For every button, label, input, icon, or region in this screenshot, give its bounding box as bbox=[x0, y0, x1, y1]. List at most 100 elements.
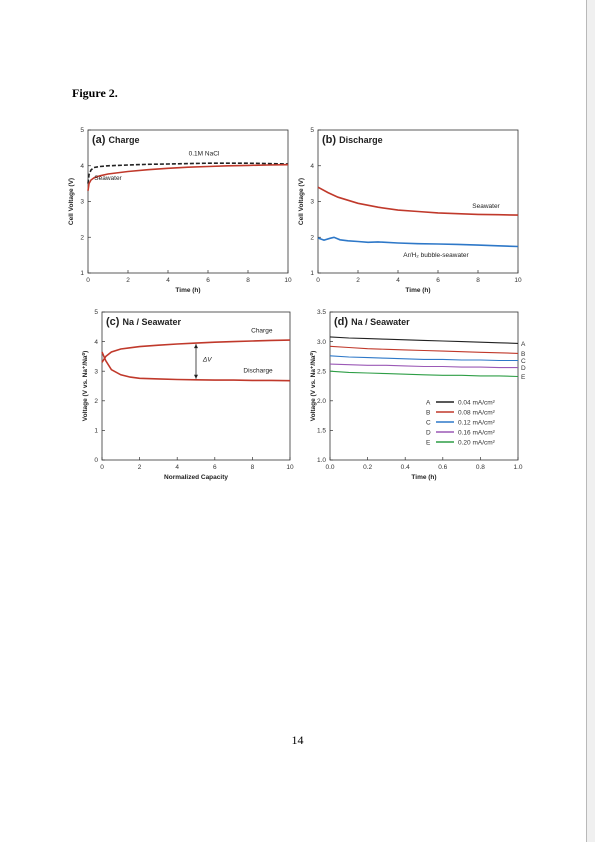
panel-title: (c) Na / Seawater bbox=[106, 316, 182, 328]
chart-panel-c: 0 2 4 6 8 10 0 1 2 3 4 5 Normalized Capacity Voltage … bbox=[81, 309, 294, 481]
x-tick-label: 6 bbox=[436, 277, 440, 284]
annotation: ΔV bbox=[202, 356, 212, 363]
y-axis-label: Voltage (V vs. Na⁺/Na⁰) bbox=[309, 351, 317, 422]
delta-v-arrowhead-top bbox=[194, 344, 198, 349]
y-tick-label: 1 bbox=[80, 270, 84, 277]
x-axis-label: Time (h) bbox=[411, 474, 436, 481]
y-tick-label: 5 bbox=[80, 127, 84, 134]
annotation: Seawater bbox=[94, 175, 122, 182]
legend-letter: B bbox=[426, 410, 430, 417]
annotation: Charge bbox=[251, 328, 273, 335]
annotation: 0.1M NaCl bbox=[189, 151, 220, 158]
legend-letter: E bbox=[426, 440, 431, 447]
legend-entry: 0.08 mA/cm² bbox=[458, 410, 496, 417]
series-line-c-0 bbox=[101, 339, 291, 363]
panel-title-text: Na / Seawater bbox=[351, 317, 410, 327]
y-tick-label: 2 bbox=[94, 398, 98, 405]
y-tick-label: 1.0 bbox=[317, 457, 326, 464]
x-tick-label: 0.2 bbox=[363, 464, 372, 471]
series-letter: D bbox=[521, 365, 526, 372]
x-tick-label: 4 bbox=[396, 277, 400, 284]
series-line-b-0 bbox=[317, 186, 519, 216]
legend-entry: 0.20 mA/cm² bbox=[458, 440, 496, 447]
x-tick-label: 10 bbox=[514, 277, 522, 284]
panel-title-text: Charge bbox=[109, 135, 140, 145]
series-line-b-1 bbox=[317, 236, 519, 248]
panel-title-text: Discharge bbox=[339, 135, 383, 145]
y-tick-label: 3 bbox=[94, 368, 98, 375]
legend-entry: 0.16 mA/cm² bbox=[458, 430, 496, 437]
panel-title: (a) Charge bbox=[92, 134, 140, 146]
y-tick-label: 2.0 bbox=[317, 398, 326, 405]
delta-v-arrowhead-bottom bbox=[194, 374, 198, 379]
y-tick-label: 2 bbox=[310, 234, 314, 241]
y-tick-label: 5 bbox=[310, 127, 314, 134]
x-tick-label: 0.8 bbox=[476, 464, 485, 471]
annotation: Ar/H₂ bubble-seawater bbox=[403, 252, 469, 259]
series-letter: B bbox=[521, 351, 525, 358]
x-axis-label: Normalized Capacity bbox=[164, 474, 228, 481]
panel-label: (a) bbox=[92, 134, 109, 146]
legend-letter: D bbox=[426, 430, 431, 437]
x-tick-label: 0.4 bbox=[401, 464, 410, 471]
x-tick-label: 0.6 bbox=[438, 464, 447, 471]
panel-title: (d) Na / Seawater bbox=[334, 316, 410, 328]
annotation: Discharge bbox=[243, 368, 273, 375]
panel-label: (d) bbox=[334, 316, 351, 328]
x-tick-label: 2 bbox=[138, 464, 142, 471]
y-axis-label: Voltage (V vs. Na⁺/Na⁰) bbox=[81, 351, 89, 422]
y-tick-label: 3 bbox=[80, 199, 84, 206]
panel-title-text: Na / Seawater bbox=[123, 317, 182, 327]
series-line-d-3 bbox=[329, 363, 518, 369]
x-tick-label: 8 bbox=[246, 277, 250, 284]
y-tick-label: 4 bbox=[94, 339, 98, 346]
series-line-c-1 bbox=[101, 351, 291, 382]
x-tick-label: 8 bbox=[251, 464, 255, 471]
x-tick-label: 8 bbox=[476, 277, 480, 284]
x-tick-label: 6 bbox=[206, 277, 210, 284]
legend-letter: C bbox=[426, 420, 431, 427]
y-tick-label: 3.0 bbox=[317, 339, 326, 346]
x-tick-label: 2 bbox=[356, 277, 360, 284]
page-number: 14 bbox=[291, 733, 304, 747]
series-letter: A bbox=[521, 341, 526, 348]
y-tick-label: 5 bbox=[94, 309, 98, 316]
x-tick-label: 4 bbox=[166, 277, 170, 284]
y-tick-label: 1.5 bbox=[317, 428, 326, 435]
series-line-a-0 bbox=[87, 162, 289, 184]
x-tick-label: 10 bbox=[286, 464, 294, 471]
x-tick-label: 10 bbox=[284, 277, 292, 284]
panel-label: (c) bbox=[106, 316, 123, 328]
legend-entry: 0.04 mA/cm² bbox=[458, 400, 496, 407]
x-tick-label: 0 bbox=[316, 277, 320, 284]
series-letter: C bbox=[521, 358, 526, 365]
legend-letter: A bbox=[426, 400, 431, 407]
page-edge bbox=[586, 0, 595, 842]
y-tick-label: 2 bbox=[80, 234, 84, 241]
plot-frame bbox=[329, 311, 519, 461]
x-tick-label: 1.0 bbox=[513, 464, 522, 471]
legend-entry: 0.12 mA/cm² bbox=[458, 420, 496, 427]
x-tick-label: 0 bbox=[86, 277, 90, 284]
chart-panel-d: 0.0 0.2 0.4 0.6 0.8 1.0 1.0 1.5 2.0 2.5 3.0 3.5 Time… bbox=[309, 309, 526, 481]
y-axis-label: Cell Voltage (V) bbox=[298, 178, 305, 225]
y-tick-label: 1 bbox=[94, 428, 98, 435]
y-axis-label: Cell Voltage (V) bbox=[68, 178, 75, 225]
annotation: Seawater bbox=[472, 203, 500, 210]
x-axis-label: Time (h) bbox=[405, 287, 430, 294]
series-line-d-0 bbox=[329, 336, 519, 344]
y-tick-label: 4 bbox=[80, 163, 84, 170]
series-letter: E bbox=[521, 374, 526, 381]
series-line-d-1 bbox=[329, 345, 519, 354]
y-tick-label: 2.5 bbox=[317, 368, 326, 375]
y-tick-label: 1 bbox=[310, 270, 314, 277]
x-tick-label: 0 bbox=[100, 464, 104, 471]
figure-heading: Figure 2. bbox=[72, 86, 118, 100]
y-tick-label: 0 bbox=[94, 457, 98, 464]
panel-title: (b) Discharge bbox=[322, 134, 383, 146]
x-tick-label: 6 bbox=[213, 464, 217, 471]
y-tick-label: 3.5 bbox=[317, 309, 326, 316]
